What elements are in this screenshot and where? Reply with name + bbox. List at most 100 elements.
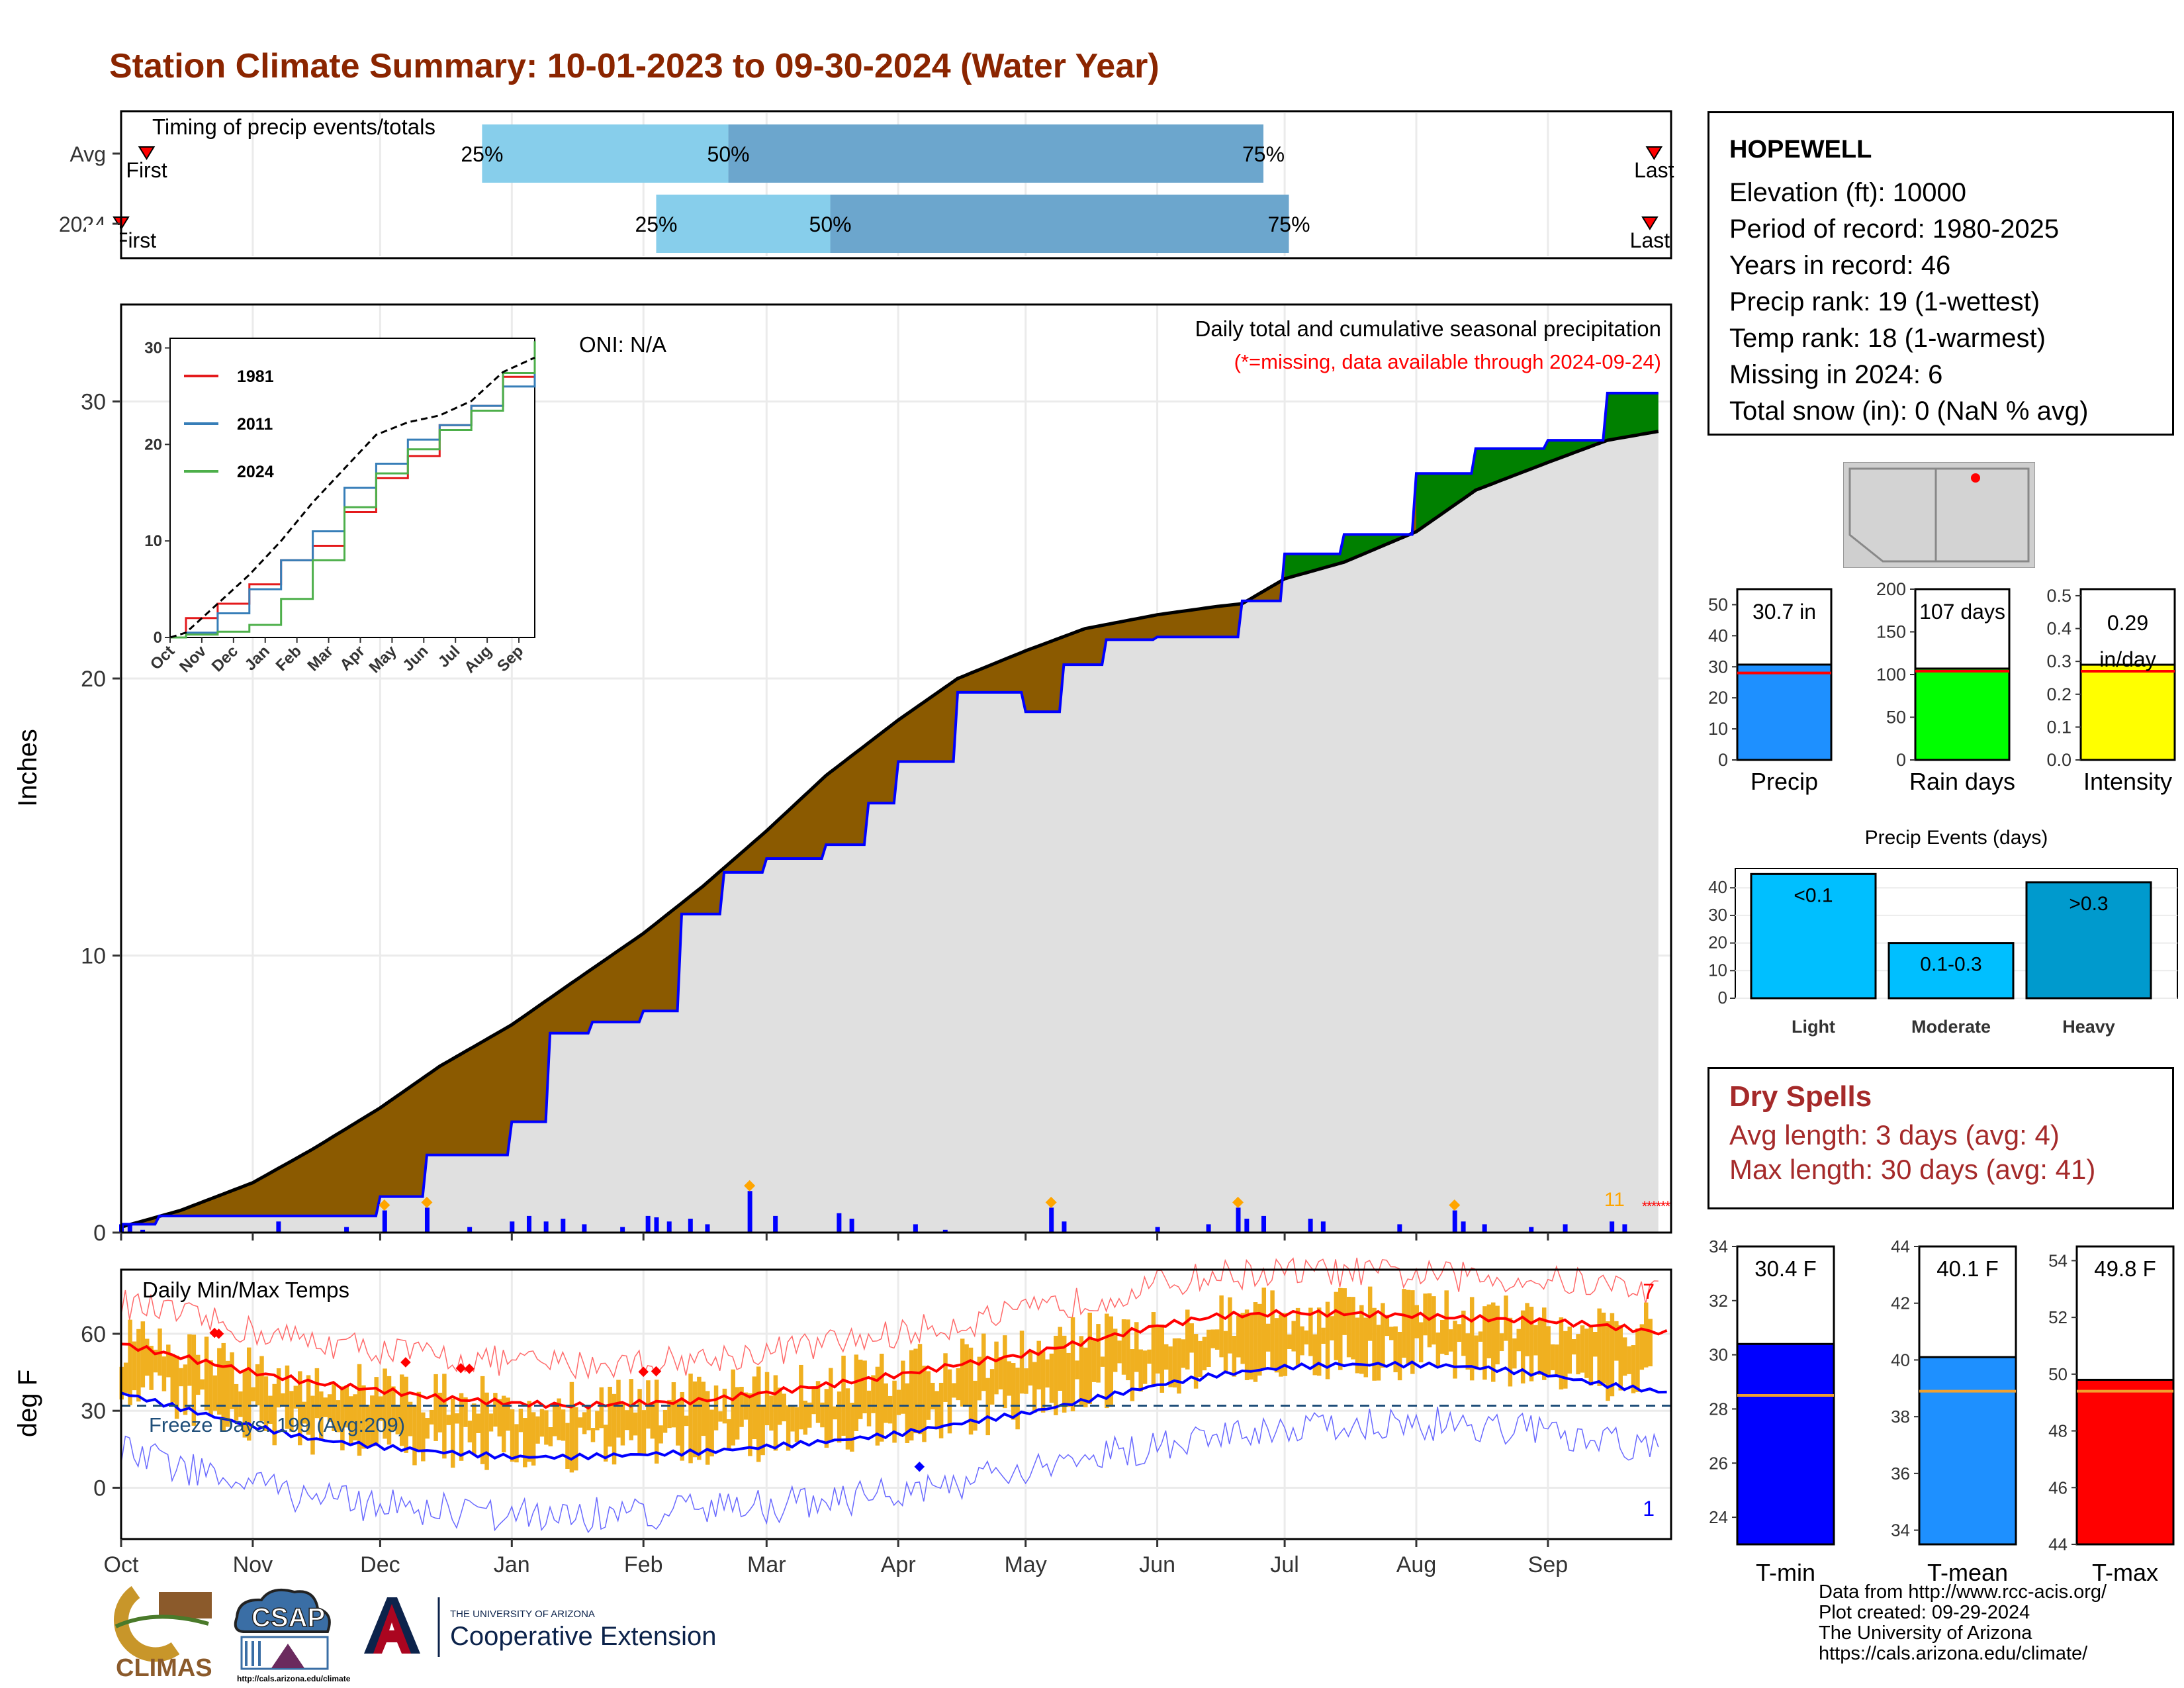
small-chart-y-tick-label: 50 xyxy=(1708,594,1728,614)
small-chart-value-label: 0.29 xyxy=(2107,611,2148,635)
state-new-mexico xyxy=(1934,467,2030,563)
daily-temp-bar xyxy=(370,1395,375,1446)
temp-y-tick-label: 0 xyxy=(93,1476,106,1501)
daily-temp-bar xyxy=(790,1405,795,1432)
daily-temp-bar xyxy=(488,1413,494,1432)
daily-temp-bar xyxy=(858,1359,863,1419)
daily-temp-bar xyxy=(1410,1290,1415,1374)
small-chart-y-tick-label: 26 xyxy=(1709,1453,1728,1473)
daily-temp-bar xyxy=(1516,1329,1522,1352)
daily-temp-bar xyxy=(433,1374,438,1441)
daily-temp-bar xyxy=(718,1411,723,1422)
daily-temp-bar xyxy=(539,1409,545,1437)
ua-name: THE UNIVERSITY OF ARIZONA xyxy=(450,1609,595,1620)
events-bar xyxy=(1888,942,2015,1000)
daily-temp-bar xyxy=(782,1393,786,1422)
credits: Data from http://www.rcc-acis.org/ Plot … xyxy=(1819,1582,2107,1664)
daily-temp-bar xyxy=(709,1409,714,1457)
daily-temp-bar xyxy=(1198,1340,1203,1378)
daily-temp-bar xyxy=(1346,1297,1351,1358)
daily-temp-bar xyxy=(1334,1291,1339,1360)
daily-temp-bar xyxy=(578,1417,582,1428)
daily-temp-bar xyxy=(862,1360,867,1414)
missing-marker: * xyxy=(1642,1198,1648,1215)
daily-temp-bar xyxy=(1253,1302,1258,1382)
daily-temp-bar xyxy=(1588,1325,1594,1386)
precip-y-tick-label: 20 xyxy=(81,667,106,692)
precip-events-chart: 0 10 20 30 40 Precip Events (days) <0.1 Light 0.… xyxy=(1708,827,2178,1037)
daily-temp-bar xyxy=(994,1341,999,1395)
small-chart-y-tick-label: 200 xyxy=(1876,579,1906,599)
timing-chart: Timing of precip events/totals 25% 50% 75% F… xyxy=(59,110,1674,259)
daily-temp-bar xyxy=(1105,1313,1109,1409)
events-title: Precip Events (days) xyxy=(1865,827,2048,849)
daily-temp-bar xyxy=(195,1354,201,1395)
daily-temp-bar xyxy=(968,1347,974,1435)
temp-x-tick-label: Jul xyxy=(1270,1552,1298,1577)
daily-temp-bar xyxy=(854,1354,859,1431)
ua-extension: Cooperative Extension xyxy=(450,1622,716,1651)
daily-temp-bar xyxy=(1079,1336,1084,1405)
precip-avg-line xyxy=(120,430,1659,1229)
small-chart-y-tick-label: 28 xyxy=(1709,1399,1728,1419)
daily-temp-bar xyxy=(1130,1349,1135,1401)
daily-temp-bar xyxy=(595,1411,600,1430)
daily-temp-bar xyxy=(136,1329,141,1402)
daily-precip-bar xyxy=(1049,1207,1054,1233)
daily-temp-bar xyxy=(794,1407,799,1442)
small-chart-y-tick-label: 54 xyxy=(2048,1250,2068,1270)
missing-marker: * xyxy=(1665,1198,1671,1215)
daily-temp-bar xyxy=(161,1356,167,1391)
timing-first-marker xyxy=(138,146,156,160)
daily-precip-bar xyxy=(688,1219,693,1233)
daily-temp-bar xyxy=(807,1402,812,1428)
timing-last-marker xyxy=(1645,146,1663,160)
station-snow: Total snow (in): 0 (NaN % avg) xyxy=(1729,397,2089,426)
small-chart-bar xyxy=(2075,1378,2175,1546)
inset-legend-label: 2011 xyxy=(237,415,273,434)
small-chart-y-tick-label: 42 xyxy=(1891,1293,1910,1313)
daily-temp-bar xyxy=(1163,1344,1169,1370)
daily-precip-bar xyxy=(773,1215,778,1233)
daily-temp-bar xyxy=(1338,1288,1343,1370)
daily-temp-bar xyxy=(421,1412,426,1462)
university-arizona-logo: THE UNIVERSITY OF ARIZONA Cooperative Ex… xyxy=(364,1597,716,1657)
missing-marker: * xyxy=(1647,1198,1653,1215)
daily-temp-bar xyxy=(1635,1328,1640,1392)
csap-text: CSAP xyxy=(251,1603,325,1632)
daily-precip-bar xyxy=(1244,1219,1250,1233)
daily-temp-bar xyxy=(480,1376,485,1464)
daily-temp-bar xyxy=(472,1403,477,1454)
daily-temp-bar xyxy=(1202,1336,1207,1371)
daily-temp-bar xyxy=(1287,1334,1292,1349)
station-elevation: Elevation (ft): 10000 xyxy=(1729,178,1966,207)
timing-q25-label: 25% xyxy=(461,142,503,166)
daily-temp-bar xyxy=(518,1409,523,1432)
temp-x-tick-label: Feb xyxy=(624,1552,663,1577)
timing-clip-mask xyxy=(86,225,120,257)
daily-temp-bar xyxy=(561,1409,566,1441)
daily-precip-bar xyxy=(467,1227,473,1233)
daily-temp-bar xyxy=(416,1391,422,1450)
small-chart-category-label: Precip xyxy=(1751,768,1818,795)
daily-temp-bar xyxy=(620,1403,625,1446)
daily-precip-bar xyxy=(1206,1224,1211,1233)
daily-temp-bar xyxy=(1279,1315,1283,1377)
daily-temp-bar xyxy=(739,1386,744,1427)
daily-temp-bar xyxy=(815,1381,821,1423)
daily-temp-bar xyxy=(1444,1290,1449,1356)
precip-event-marker xyxy=(421,1196,433,1208)
temp-x-tick-label: Jan xyxy=(494,1552,530,1577)
daily-temp-bar xyxy=(1448,1329,1453,1352)
daily-temp-bar xyxy=(574,1407,578,1471)
daily-temp-bar xyxy=(1393,1326,1398,1373)
daily-temp-bar xyxy=(153,1349,158,1373)
daily-temp-bar xyxy=(977,1356,982,1401)
daily-temp-bar xyxy=(641,1410,647,1455)
daily-temp-bar xyxy=(1355,1317,1360,1374)
daily-temp-bar xyxy=(332,1383,336,1431)
daily-temp-bar xyxy=(637,1389,642,1455)
rain-days-chart: 0 50 100 150 200 107 days Rain days xyxy=(1876,579,2015,795)
daily-temp-bar xyxy=(1414,1305,1420,1338)
timing-bar-q50-q75 xyxy=(728,124,1264,183)
